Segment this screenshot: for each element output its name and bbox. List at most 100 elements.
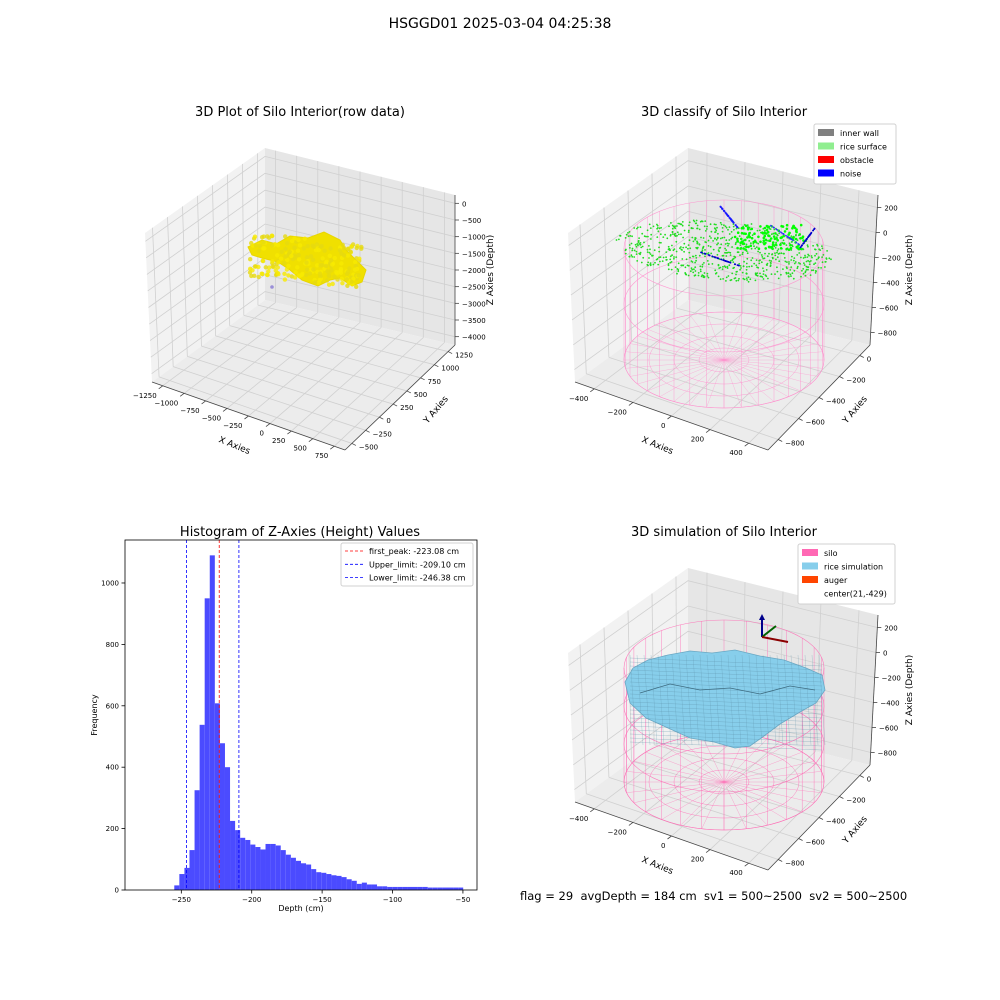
panel2-x-tick: [744, 442, 749, 447]
panel2-rice-point: [785, 223, 789, 227]
panel2-rice-point: [715, 238, 718, 241]
panel2-rice-point: [697, 272, 700, 274]
panel2-rice-point: [723, 236, 726, 239]
panel2-rice-point: [762, 257, 765, 260]
panel2-rice-point: [748, 235, 752, 239]
panel2-rice-point: [674, 234, 676, 237]
panel2-noise-point: [736, 226, 739, 229]
panel3-bar: [356, 883, 362, 890]
panel2-noise-point: [802, 242, 805, 245]
panel2-rice-point: [676, 225, 678, 227]
panel2-rice-point: [716, 236, 719, 239]
panel1-point: [341, 253, 347, 258]
panel2-rice-point: [818, 248, 821, 251]
panel2-rice-point: [636, 243, 639, 245]
panel2-rice-point: [753, 262, 756, 265]
panel1-point: [337, 248, 343, 253]
panel1-point: [351, 276, 356, 281]
panel2-rice-point: [707, 252, 710, 254]
panel2-rice-point: [801, 269, 803, 272]
panel2-rice-point: [702, 245, 705, 248]
panel2-z-tick-label: 0: [883, 230, 887, 238]
panel1-point: [275, 243, 281, 248]
panel2-silo-wall-floor-spoke: [723, 318, 775, 361]
panel3-bar: [189, 850, 195, 890]
panel2-rice-point: [715, 229, 718, 232]
panel1-point: [261, 240, 266, 245]
panel1-z-tick-label: −1500: [462, 250, 486, 258]
panel4-z-tick-label: −400: [880, 700, 899, 708]
panel2-rice-point: [679, 247, 681, 250]
panel2-rice-point: [694, 266, 697, 269]
panel2-rice-point: [667, 268, 670, 271]
panel1-point: [335, 277, 340, 282]
panel2-rice-point: [696, 241, 699, 244]
panel4-z-tick-label: 0: [883, 650, 887, 658]
panel2-noise-point: [731, 220, 734, 223]
panel4-mesh-line: [629, 697, 823, 707]
panel2-rice-point: [749, 278, 752, 281]
panel2-rice-point: [788, 263, 790, 265]
panel1-y-tick: [392, 403, 398, 407]
panel2-rice-point: [643, 241, 645, 244]
panel2-rice-point: [778, 232, 781, 235]
panel1-y-tick-label: 0: [386, 417, 390, 425]
panel3-bar: [377, 886, 383, 890]
panel2-rice-point: [675, 240, 678, 243]
panel4-mesh-line: [629, 677, 823, 687]
panel4-silo-floor-spoke: [723, 761, 815, 783]
panel2-rice-point: [789, 269, 792, 271]
panel2-rice-point: [717, 242, 719, 245]
panel2-noise-point: [714, 256, 717, 259]
panel2-rice-point: [667, 245, 670, 248]
panel1-point: [260, 258, 265, 263]
panel2-rice-point: [729, 251, 732, 254]
panel2-rice-point: [745, 262, 748, 265]
panel2-rice-point: [615, 239, 618, 241]
panel2-rice-point: [786, 261, 788, 263]
panel2-rice-point: [706, 272, 709, 275]
panel2-rice-point: [782, 268, 784, 270]
panel1-gridline-z: [146, 189, 456, 275]
panel1-point: [259, 271, 264, 276]
panel2-rice-point: [706, 225, 708, 228]
panel4-y-tick-label: −400: [826, 818, 845, 826]
panel2-noise-point: [800, 244, 803, 247]
panel2-axes: −400 −200 0 200 400 −800 −600 −400 −200 0 200 0 −200…: [568, 148, 915, 457]
panel2-rice-point: [766, 264, 768, 266]
panel2-rice-point: [724, 243, 727, 245]
panel2-rice-point: [759, 240, 762, 244]
panel2-rice-point: [758, 262, 761, 265]
panel2-rice-point: [645, 235, 647, 238]
panel2-rice-point: [707, 239, 710, 242]
panel2-rice-point: [631, 249, 634, 252]
panel2-rice-point: [725, 280, 727, 282]
panel2-rice-point: [791, 227, 794, 230]
panel2-rice-point: [811, 256, 813, 259]
panel2-rice-point: [719, 237, 722, 240]
panel2-rice-point: [750, 242, 752, 245]
panel2-noise-point: [728, 216, 731, 219]
panel2-rice-point: [668, 225, 670, 228]
panel2-rice-point: [692, 240, 695, 243]
panel2-rice-point: [701, 263, 704, 266]
panel2-noise-point: [737, 264, 740, 267]
panel2-rice-point: [701, 249, 704, 252]
panel2-rice-point: [792, 277, 795, 280]
panel2-rice-point: [709, 245, 712, 248]
panel4-mesh-line: [769, 654, 777, 746]
panel2-silo-wall-floor-spoke: [723, 359, 801, 392]
panel1-gridline-y: [201, 345, 394, 405]
panel4-gridline-z: [569, 605, 877, 691]
panel4-pane-floor: [575, 720, 870, 870]
panel2-rice-point: [656, 227, 658, 230]
panel2-rice-point: [649, 262, 652, 264]
panel3-bar: [204, 598, 210, 890]
panel4-mesh-line: [629, 729, 823, 739]
panel2-rice-point: [721, 254, 724, 257]
panel1-y-tick: [406, 390, 412, 394]
panel3-bar: [290, 857, 296, 890]
panel2-rice-point: [717, 275, 720, 278]
panel2-rice-point: [779, 247, 783, 250]
panel2-y-tick-label: 0: [867, 356, 871, 364]
